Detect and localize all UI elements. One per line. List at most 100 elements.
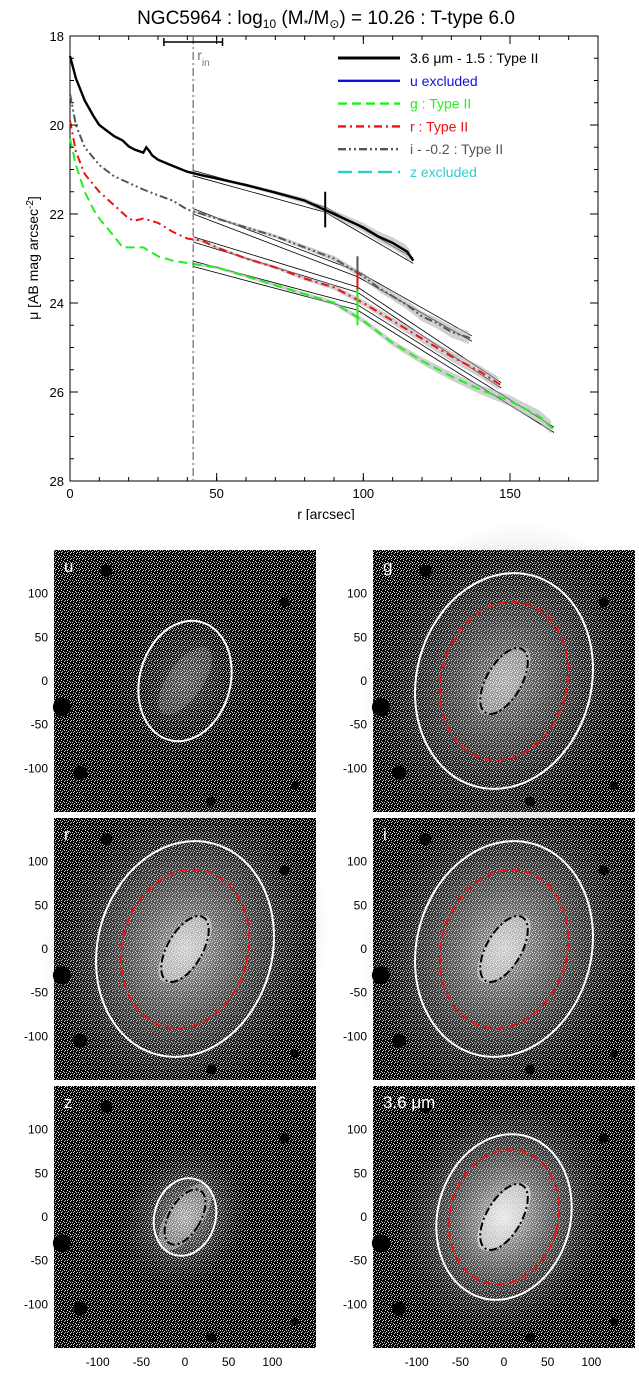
outer-ellipse — [95, 840, 275, 1058]
y-axis-label: μ [AB mag arcsec-2] — [25, 196, 42, 320]
chart-title-part: 10 — [263, 17, 277, 31]
panel-x-tick-label: -100 — [86, 1355, 110, 1369]
outer-ellipse — [137, 619, 233, 743]
mask-spot — [392, 765, 407, 780]
panel-x-tick-label: 0 — [501, 1355, 508, 1369]
mask-spot — [291, 1317, 300, 1326]
legend-label-i: i - -0.2 : Type II — [410, 141, 503, 157]
mask-spot — [371, 966, 390, 985]
legend-label-z: z excluded — [410, 164, 477, 180]
panel-y-tick-label: 50 — [354, 1166, 368, 1180]
fit-inner-ir — [193, 175, 326, 213]
rin-label-sub: in — [202, 58, 210, 69]
panel-x-tick-label: -50 — [133, 1355, 151, 1369]
mask-spot — [598, 1133, 609, 1144]
mask-spot — [419, 564, 432, 577]
y-tick-label: 26 — [50, 385, 64, 400]
inner-ellipse — [479, 647, 529, 715]
y-axis-label-part: μ [AB mag arcsec — [25, 209, 41, 320]
panel-y-tick-label: -100 — [24, 761, 48, 775]
panel-x-tick-label: -50 — [452, 1355, 470, 1369]
outer-ellipse — [152, 1177, 218, 1257]
panel-y-tick-label: -50 — [350, 718, 368, 732]
series-band-g — [193, 262, 552, 434]
panel-x-tick-label: 50 — [222, 1355, 236, 1369]
panel-y-tick-label: 50 — [35, 898, 49, 912]
galaxy-bar — [158, 915, 212, 983]
panel-y-tick-label: 100 — [347, 587, 367, 601]
y-axis-label-part: -2 — [25, 200, 36, 209]
legend: 3.6 μm - 1.5 : Type II u excluded g : Type… — [338, 50, 538, 180]
panel-y-tick-label: 0 — [41, 942, 48, 956]
galaxy-glow — [41, 789, 329, 1109]
y-tick-label: 22 — [50, 207, 64, 222]
mask-spot — [52, 698, 71, 717]
panel-y-tick-label: -100 — [343, 761, 367, 775]
mask-spot — [371, 698, 390, 717]
galaxy-bar — [477, 915, 531, 983]
mask-spot — [279, 597, 290, 608]
mask-spot — [525, 1332, 536, 1343]
plot-area: rin — [68, 35, 599, 482]
y-axis: 18 20 22 24 26 28 — [50, 29, 598, 489]
panel-y-tick-label: -50 — [31, 718, 49, 732]
rin-range-bar: rin — [163, 38, 224, 69]
panel-label: i — [383, 825, 387, 844]
galaxy-glow — [360, 521, 639, 841]
outer-ellipse — [414, 840, 594, 1058]
panel-y-tick-label: 50 — [35, 630, 49, 644]
x-tick-label: 50 — [209, 486, 223, 501]
panel-y-tick-label: -100 — [24, 1297, 48, 1311]
mask-spot — [610, 1049, 619, 1058]
chart-title-part: ⊙ — [329, 17, 339, 31]
panel-y-tick-label: -50 — [350, 1254, 368, 1268]
x-tick-label: 0 — [66, 486, 73, 501]
x-axis: 0 50 100 150 — [66, 36, 599, 501]
x-axis-label: r [arcsec] — [297, 506, 355, 520]
fit-outer-ir — [324, 211, 414, 264]
rin-label-main: r — [197, 47, 202, 63]
y-tick-label: 24 — [50, 296, 64, 311]
panel-y-tick-label: -50 — [31, 986, 49, 1000]
outer-ellipse — [435, 1133, 573, 1301]
x-tick-label: 150 — [499, 486, 521, 501]
panel-y-tick-label: -100 — [343, 1029, 367, 1043]
mask-spot — [73, 1301, 88, 1316]
mask-spot — [206, 1064, 217, 1075]
fit-inner-r — [193, 236, 358, 288]
legend-label-u: u excluded — [410, 73, 478, 89]
y-tick-label: 28 — [50, 474, 64, 489]
mask-spot — [610, 1317, 619, 1326]
series-lines — [68, 55, 555, 431]
chart-title-part: ) = 10.26 : T-type 6.0 — [339, 8, 515, 29]
legend-label-r: r : Type II — [410, 118, 468, 134]
mask-spot — [206, 1332, 217, 1343]
mask-spot — [598, 865, 609, 876]
panel-y-tick-label: -100 — [24, 1029, 48, 1043]
mask-spot — [371, 1234, 390, 1253]
mask-spot — [73, 1033, 88, 1048]
panel-label: r — [64, 825, 70, 844]
legend-label-g: g : Type II — [410, 96, 471, 112]
series-band-i — [193, 210, 469, 345]
mask-spot — [52, 966, 71, 985]
image-panel-grid: u -100 -50 0 50 100 100 50 0 -50 -100 g -100 -50 0 50 10… — [24, 521, 639, 1369]
series-line-r — [69, 120, 502, 387]
panel-y-tick-label: 50 — [354, 630, 368, 644]
mask-spot — [525, 1064, 536, 1075]
break-ellipse — [119, 868, 251, 1030]
fit-inner-i — [193, 213, 358, 278]
panel-y-tick-label: -100 — [343, 1297, 367, 1311]
panel-x-tick-label: -100 — [405, 1355, 429, 1369]
panel-y-tick-label: 0 — [360, 674, 367, 688]
galaxy-bar — [477, 1183, 531, 1251]
mask-spot — [598, 597, 609, 608]
panel-label: 3.6 μm — [383, 1093, 435, 1112]
mask-spot — [291, 1049, 300, 1058]
fit-outer-i — [357, 271, 473, 337]
inner-ellipse — [163, 1188, 207, 1246]
y-tick-label: 18 — [50, 29, 64, 44]
panel-y-tick-label: -50 — [31, 1254, 49, 1268]
